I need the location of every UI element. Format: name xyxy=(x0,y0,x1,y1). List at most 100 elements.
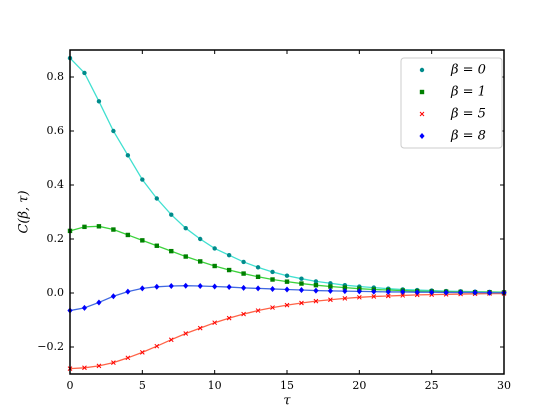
point xyxy=(110,293,116,300)
point xyxy=(327,287,333,294)
y-axis-label: C(β, τ) xyxy=(17,190,32,233)
point xyxy=(169,248,174,254)
point xyxy=(284,279,290,284)
point xyxy=(255,285,261,292)
point xyxy=(385,293,391,299)
y-tick-label: 0.0 xyxy=(47,286,65,299)
point xyxy=(270,277,275,282)
x-tick-label: 0 xyxy=(67,379,74,392)
legend-label: β = 8 xyxy=(450,129,486,144)
point xyxy=(183,282,189,289)
point xyxy=(197,325,203,331)
point xyxy=(96,224,102,229)
point xyxy=(154,196,159,201)
legend-box xyxy=(400,57,503,149)
point xyxy=(154,343,160,349)
legend-marker xyxy=(419,89,425,95)
point xyxy=(328,284,333,289)
point xyxy=(198,259,203,264)
point xyxy=(342,296,348,301)
point xyxy=(371,294,377,299)
point xyxy=(125,288,131,295)
point xyxy=(313,282,319,288)
point xyxy=(212,320,218,326)
point xyxy=(125,232,131,238)
y-tick-label: 0.8 xyxy=(47,70,65,83)
legend-label: β = 1 xyxy=(450,85,486,100)
point xyxy=(226,253,232,258)
point xyxy=(140,177,145,182)
point xyxy=(125,153,131,158)
point xyxy=(125,355,131,361)
x-tick-label: 30 xyxy=(497,379,511,392)
point xyxy=(356,294,362,300)
point xyxy=(82,70,87,76)
point xyxy=(226,284,232,291)
point xyxy=(443,289,449,296)
legend-marker xyxy=(419,133,425,139)
point xyxy=(139,350,145,355)
plot-frame xyxy=(69,49,505,375)
point xyxy=(82,365,87,371)
point xyxy=(385,288,391,295)
point xyxy=(342,285,348,290)
point xyxy=(154,283,160,290)
point xyxy=(183,254,188,259)
point xyxy=(212,263,217,269)
point xyxy=(298,287,305,294)
point xyxy=(241,271,246,276)
point xyxy=(212,283,218,290)
point xyxy=(414,289,420,296)
x-axis-label: τ xyxy=(283,394,291,409)
point xyxy=(226,267,232,273)
point xyxy=(313,287,319,294)
point xyxy=(168,282,174,289)
point xyxy=(154,243,159,248)
point xyxy=(168,337,174,343)
point xyxy=(299,281,304,286)
point xyxy=(198,236,203,242)
point xyxy=(270,269,275,275)
x-tick-label: 5 xyxy=(139,379,146,392)
point xyxy=(342,288,348,295)
point xyxy=(111,128,116,134)
point xyxy=(212,246,217,251)
point xyxy=(284,302,290,308)
point xyxy=(299,276,304,281)
point xyxy=(241,284,247,291)
point xyxy=(169,212,174,217)
x-tick-label: 25 xyxy=(425,379,439,392)
point xyxy=(429,289,435,296)
point xyxy=(183,331,189,336)
legend-marker xyxy=(419,111,425,117)
point xyxy=(284,286,290,293)
y-tick-label: 0.6 xyxy=(47,124,65,137)
point xyxy=(139,285,145,292)
point xyxy=(269,285,276,292)
point xyxy=(140,238,145,243)
point xyxy=(472,289,478,296)
point xyxy=(81,304,88,311)
point xyxy=(241,259,246,265)
point xyxy=(255,265,261,270)
point xyxy=(313,279,319,284)
point xyxy=(183,226,188,231)
point xyxy=(226,315,232,321)
legend-marker xyxy=(419,67,425,73)
point xyxy=(96,99,102,104)
point xyxy=(255,274,261,279)
x-tick-label: 20 xyxy=(352,379,366,392)
legend-label: β = 5 xyxy=(450,107,486,122)
point xyxy=(328,297,333,303)
point xyxy=(458,289,464,296)
point xyxy=(400,288,406,295)
point xyxy=(96,363,102,369)
point xyxy=(96,299,102,306)
point xyxy=(486,289,493,296)
point xyxy=(197,282,203,289)
y-tick-label: −0.2 xyxy=(37,340,64,353)
point xyxy=(356,288,362,295)
point xyxy=(299,300,304,306)
point xyxy=(371,288,377,295)
